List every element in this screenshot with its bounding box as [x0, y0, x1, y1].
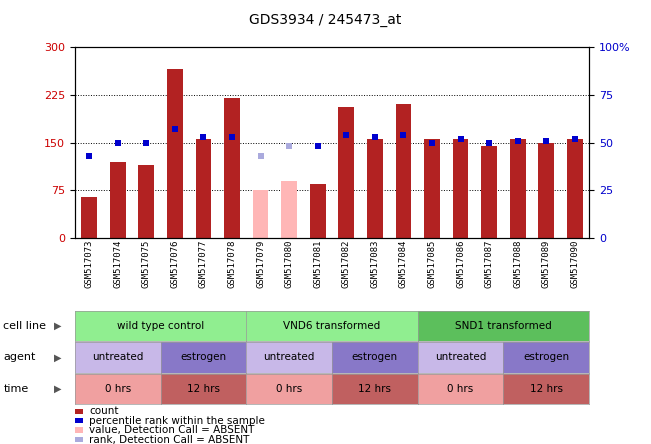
Text: 12 hrs: 12 hrs — [187, 384, 220, 394]
Text: cell line: cell line — [3, 321, 46, 331]
Bar — [310, 184, 326, 238]
Bar — [139, 165, 154, 238]
Text: ▶: ▶ — [54, 321, 62, 331]
Text: rank, Detection Call = ABSENT: rank, Detection Call = ABSENT — [89, 435, 249, 444]
Bar — [253, 190, 268, 238]
Text: 12 hrs: 12 hrs — [358, 384, 391, 394]
Bar — [167, 69, 183, 238]
Bar — [339, 107, 354, 238]
Bar — [481, 146, 497, 238]
Text: ▶: ▶ — [54, 384, 62, 394]
Text: wild type control: wild type control — [117, 321, 204, 331]
Bar — [396, 104, 411, 238]
Text: 12 hrs: 12 hrs — [530, 384, 563, 394]
Bar — [510, 139, 525, 238]
Text: SND1 transformed: SND1 transformed — [455, 321, 552, 331]
Text: 0 hrs: 0 hrs — [105, 384, 131, 394]
Text: 0 hrs: 0 hrs — [447, 384, 474, 394]
Text: VND6 transformed: VND6 transformed — [283, 321, 381, 331]
Bar — [224, 98, 240, 238]
Bar — [452, 139, 469, 238]
Text: estrogen: estrogen — [523, 353, 570, 362]
Text: value, Detection Call = ABSENT: value, Detection Call = ABSENT — [89, 425, 255, 435]
Bar — [538, 143, 554, 238]
Text: GDS3934 / 245473_at: GDS3934 / 245473_at — [249, 13, 402, 28]
Bar — [367, 139, 383, 238]
Text: untreated: untreated — [435, 353, 486, 362]
Text: percentile rank within the sample: percentile rank within the sample — [89, 416, 265, 426]
Text: agent: agent — [3, 353, 36, 362]
Bar — [81, 197, 97, 238]
Bar — [195, 139, 212, 238]
Text: untreated: untreated — [92, 353, 143, 362]
Text: ▶: ▶ — [54, 353, 62, 362]
Bar — [110, 162, 126, 238]
Text: estrogen: estrogen — [180, 353, 227, 362]
Text: untreated: untreated — [264, 353, 315, 362]
Text: estrogen: estrogen — [352, 353, 398, 362]
Text: time: time — [3, 384, 29, 394]
Bar — [281, 181, 297, 238]
Text: 0 hrs: 0 hrs — [276, 384, 302, 394]
Bar — [567, 139, 583, 238]
Text: count: count — [89, 406, 118, 416]
Bar — [424, 139, 440, 238]
